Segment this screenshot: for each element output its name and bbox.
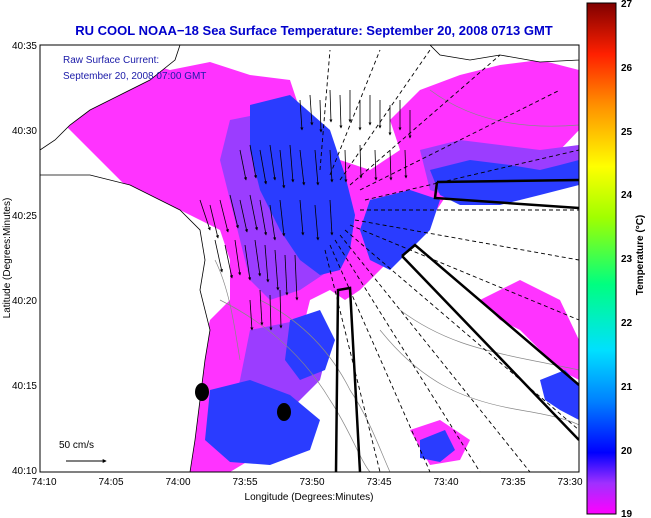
bathymetry-contours — [214, 89, 579, 472]
shipping-lane-outlines — [334, 178, 579, 472]
scale-label: 50 cm/s — [59, 440, 94, 451]
y-tick-label: 40:35 — [12, 41, 37, 52]
colorbar-tick: 21 — [621, 382, 633, 393]
colorbar — [586, 2, 617, 515]
plot-frame — [39, 44, 580, 473]
colorbar-tick: 25 — [621, 127, 633, 138]
buoy-marker-east — [277, 403, 291, 421]
colorbar-tick: 26 — [621, 63, 633, 74]
y-tick-label: 40:20 — [12, 296, 37, 307]
y-tick-label: 40:30 — [12, 126, 37, 137]
colorbar-tick: 23 — [621, 254, 633, 265]
x-tick-label: 73:30 — [557, 477, 582, 488]
landmass — [40, 45, 579, 472]
legend-label-line1: Raw Surface Current: — [63, 55, 159, 66]
y-tick-labels: 40:35 40:30 40:25 40:20 40:15 40:10 — [12, 41, 37, 477]
colorbar-tick: 19 — [621, 509, 633, 518]
x-tick-label: 74:00 — [165, 477, 190, 488]
colorbar-tick: 27 — [621, 0, 633, 10]
x-tick-label: 73:45 — [366, 477, 391, 488]
y-tick-label: 40:10 — [12, 466, 37, 477]
x-tick-labels: 74:10 74:05 74:00 73:55 73:50 73:45 73:4… — [31, 477, 582, 488]
x-tick-label: 73:50 — [299, 477, 324, 488]
map-plot-area — [40, 45, 579, 472]
colorbar-tick: 24 — [621, 190, 633, 201]
legend-label-line2: September 20, 2008 07:00 GMT — [63, 71, 206, 82]
colorbar-label: Temperature (°C) — [635, 215, 646, 296]
surface-current-vectors — [199, 89, 412, 331]
x-tick-label: 73:55 — [232, 477, 257, 488]
x-tick-label: 74:10 — [31, 477, 56, 488]
x-tick-label: 74:05 — [98, 477, 123, 488]
x-tick-label: 73:35 — [500, 477, 525, 488]
y-tick-label: 40:25 — [12, 211, 37, 222]
colorbar-tick-labels: 27 26 25 24 23 22 21 20 19 — [621, 0, 633, 518]
y-tick-label: 40:15 — [12, 381, 37, 392]
x-axis-label: Longitude (Degrees:Minutes) — [245, 492, 374, 503]
colorbar-tick: 22 — [621, 318, 633, 329]
figure-title: RU COOL NOAA−18 Sea Surface Temperature:… — [75, 23, 553, 38]
buoy-marker-west — [195, 383, 209, 401]
radar-range-lines — [319, 49, 579, 472]
x-tick-label: 73:40 — [433, 477, 458, 488]
y-axis-label: Latitude (Degrees:Minutes) — [2, 198, 13, 319]
colorbar-tick: 20 — [621, 446, 633, 457]
